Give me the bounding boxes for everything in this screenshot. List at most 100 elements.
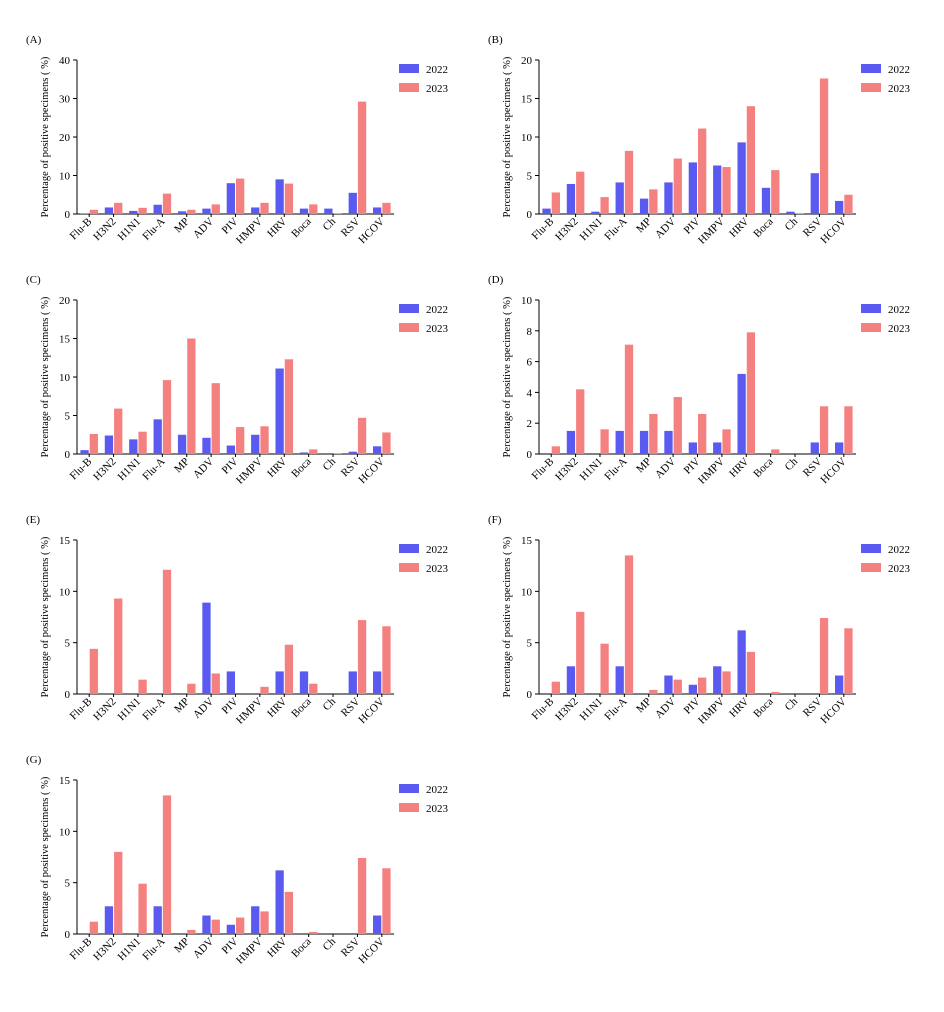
bar-2022-mp [177, 211, 187, 214]
y-tick-label: 0 [527, 449, 533, 461]
y-tick-label: 20 [521, 55, 533, 67]
bar-2023-flu-b [89, 209, 98, 214]
x-tick-label: ADV [191, 216, 216, 241]
y-axis-title: Percentage of positive specimens ( %) [40, 296, 51, 457]
bar-2022-hmpv [251, 906, 260, 934]
bar-2022-hrv [737, 630, 746, 694]
bar-2023-hmpv [722, 167, 731, 214]
bar-2022-hrv [275, 179, 284, 214]
y-axis-title: Percentage of positive specimens ( %) [502, 296, 513, 457]
panel-label: (A) [26, 34, 42, 46]
bar-2023-hrv [746, 106, 756, 214]
bar-2023-mp [649, 689, 658, 694]
x-tick-label: Flu-B [68, 936, 95, 963]
bar-2023-hrv [284, 359, 294, 454]
bar-2023-piv [236, 427, 245, 454]
bar-2022-hcov [373, 207, 382, 214]
bar-2023-boca [771, 449, 780, 454]
bar-2023-hmpv [260, 426, 269, 454]
y-tick-label: 15 [521, 535, 533, 547]
x-tick-label: HMPV [234, 696, 265, 727]
bar-2023-adv [211, 919, 220, 934]
bar-2023-flu-a [624, 555, 634, 694]
x-tick-label: Ch [321, 695, 339, 713]
bar-2023-rsv [357, 858, 367, 934]
chart-svg: (E)Percentage of positive specimens ( %)… [26, 514, 449, 727]
legend-label-2023: 2023 [426, 83, 449, 95]
x-tick-label: H1N1 [116, 216, 143, 243]
y-tick-label: 20 [59, 295, 71, 307]
y-tick-label: 10 [59, 586, 71, 598]
bar-2023-mp [649, 189, 658, 214]
bar-2022-mp [639, 198, 649, 214]
bar-2023-hcov [382, 202, 391, 214]
bar-2022-piv [226, 671, 235, 694]
x-tick-label: HRV [727, 696, 751, 720]
x-tick-label: Boca [751, 456, 776, 481]
x-tick-label: HRV [265, 696, 289, 720]
bar-2023-hrv [284, 644, 294, 694]
x-tick-label: HCOV [818, 216, 849, 247]
x-tick-label: Ch [783, 455, 801, 473]
bar-2023-mp [187, 209, 196, 214]
y-tick-label: 15 [59, 334, 71, 346]
bar-2023-h1n1 [138, 207, 147, 214]
x-tick-label: H1N1 [116, 936, 143, 963]
x-tick-label: MP [634, 696, 654, 716]
chart-panel-f: (F) Percentage of positive specimens ( %)… [484, 504, 944, 744]
bar-2022-piv [688, 162, 697, 214]
x-tick-label: HCOV [818, 696, 849, 727]
bar-2023-h3n2 [114, 598, 123, 694]
bar-2023-hmpv [260, 686, 269, 694]
bar-2022-piv [688, 442, 697, 454]
x-tick-label: Boca [289, 936, 314, 961]
bar-2022-hcov [373, 671, 382, 694]
x-tick-label: HMPV [696, 216, 727, 247]
chart-panel-b: (B) Percentage of positive specimens ( %)… [484, 24, 944, 264]
x-tick-label: Flu-B [68, 696, 95, 723]
bar-2022-flu-a [153, 906, 162, 934]
y-tick-label: 5 [527, 638, 533, 650]
bar-2023-boca [309, 449, 318, 454]
bar-2022-boca [299, 452, 309, 454]
bar-2023-boca [771, 170, 780, 214]
bar-2022-h1n1 [129, 210, 138, 214]
legend-label-2022: 2022 [888, 544, 910, 556]
legend-swatch-2022 [399, 304, 419, 313]
chart-svg: (A) Percentage of positive specimens ( %)… [26, 34, 449, 247]
y-tick-label: 10 [59, 171, 71, 183]
legend-swatch-2023 [399, 803, 419, 812]
bar-2022-hrv [737, 142, 746, 214]
bar-2023-boca [309, 931, 318, 934]
bar-2022-h3n2 [566, 666, 576, 694]
x-tick-label: Ch [321, 215, 339, 233]
bar-2022-piv [226, 183, 235, 214]
bar-2022-hmpv [251, 207, 260, 214]
bar-2022-hcov [835, 675, 844, 694]
x-tick-label: HRV [727, 456, 751, 480]
y-tick-label: 0 [65, 929, 71, 941]
x-tick-label: ADV [191, 456, 216, 481]
x-tick-label: Flu-B [530, 456, 557, 483]
x-tick-label: HMPV [234, 936, 265, 967]
legend-swatch-2022 [861, 64, 881, 73]
x-tick-label: Ch [783, 215, 801, 233]
x-tick-label: Flu-A [602, 456, 629, 483]
y-tick-label: 0 [65, 449, 71, 461]
x-tick-label: Boca [751, 216, 776, 241]
bar-2023-hcov [844, 194, 853, 214]
bar-2023-hmpv [722, 671, 731, 694]
x-tick-label: ADV [653, 456, 678, 481]
chart-panel-a: (A) Percentage of positive specimens ( %)… [22, 24, 482, 264]
bar-2022-h3n2 [566, 183, 576, 214]
y-tick-label: 15 [521, 94, 533, 106]
bar-2023-mp [187, 338, 196, 454]
bar-2023-hmpv [722, 429, 731, 454]
bar-2023-flu-a [624, 344, 634, 454]
bar-2022-hcov [373, 915, 382, 934]
bar-2022-rsv [348, 451, 357, 454]
bar-2023-h1n1 [138, 883, 147, 934]
bar-2022-boca [761, 187, 771, 214]
legend-label-2022: 2022 [426, 64, 448, 76]
y-tick-label: 5 [527, 171, 533, 183]
